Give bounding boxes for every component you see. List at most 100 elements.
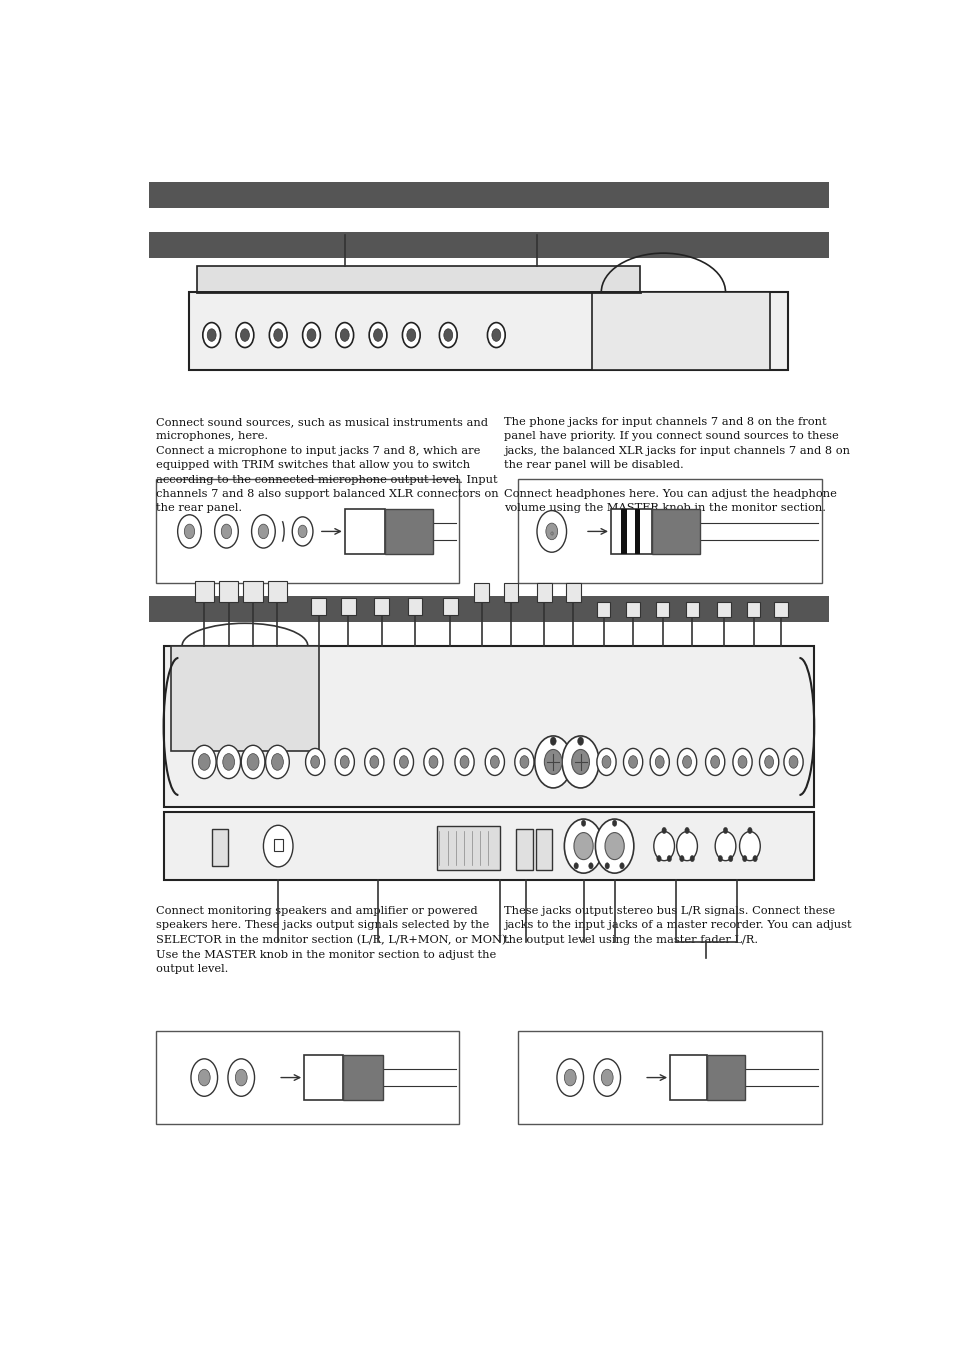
Bar bbox=[651, 508, 699, 554]
Text: The phone jacks for input channels 7 and 8 on the front
panel have priority. If : The phone jacks for input channels 7 and… bbox=[503, 417, 849, 513]
Circle shape bbox=[406, 328, 416, 342]
Circle shape bbox=[677, 748, 696, 775]
Text: Connect monitoring speakers and amplifier or powered
speakers here. These jacks : Connect monitoring speakers and amplifie… bbox=[156, 907, 510, 974]
Circle shape bbox=[370, 755, 378, 769]
Circle shape bbox=[595, 819, 633, 873]
Bar bbox=[156, 630, 821, 880]
Circle shape bbox=[247, 754, 258, 770]
Circle shape bbox=[715, 831, 735, 861]
Circle shape bbox=[455, 748, 474, 775]
Circle shape bbox=[561, 736, 598, 788]
Bar bbox=[311, 598, 326, 615]
Bar bbox=[190, 292, 787, 370]
Circle shape bbox=[557, 1059, 583, 1096]
Circle shape bbox=[571, 750, 589, 774]
Circle shape bbox=[661, 827, 665, 834]
Circle shape bbox=[298, 526, 307, 538]
Bar bbox=[535, 830, 551, 870]
Bar bbox=[149, 232, 828, 258]
Bar bbox=[503, 584, 518, 603]
Circle shape bbox=[492, 328, 500, 342]
Circle shape bbox=[402, 323, 419, 347]
Circle shape bbox=[619, 863, 623, 869]
Circle shape bbox=[515, 748, 534, 775]
Circle shape bbox=[485, 748, 504, 775]
Bar bbox=[537, 584, 551, 603]
Circle shape bbox=[269, 323, 287, 347]
Circle shape bbox=[203, 323, 220, 347]
Circle shape bbox=[732, 748, 751, 775]
Circle shape bbox=[739, 831, 760, 861]
Bar bbox=[212, 830, 228, 866]
Circle shape bbox=[263, 825, 293, 867]
Bar bbox=[374, 598, 389, 615]
Bar bbox=[436, 825, 499, 870]
Circle shape bbox=[564, 1069, 576, 1086]
Circle shape bbox=[439, 323, 456, 347]
Circle shape bbox=[728, 855, 732, 862]
Bar bbox=[717, 603, 730, 616]
Circle shape bbox=[689, 855, 694, 862]
Circle shape bbox=[272, 754, 283, 770]
Bar bbox=[685, 603, 699, 616]
Circle shape bbox=[364, 748, 383, 775]
Circle shape bbox=[788, 755, 797, 769]
Circle shape bbox=[443, 328, 453, 342]
Bar bbox=[474, 584, 488, 603]
Bar bbox=[171, 646, 318, 751]
Circle shape bbox=[305, 748, 324, 775]
Circle shape bbox=[374, 328, 382, 342]
Circle shape bbox=[747, 827, 751, 834]
Circle shape bbox=[535, 736, 571, 788]
Circle shape bbox=[335, 323, 354, 347]
Bar bbox=[344, 508, 385, 554]
Circle shape bbox=[198, 754, 210, 770]
Bar bbox=[706, 1055, 744, 1101]
Circle shape bbox=[429, 755, 437, 769]
Circle shape bbox=[274, 328, 282, 342]
Circle shape bbox=[487, 323, 505, 347]
Circle shape bbox=[399, 755, 408, 769]
Circle shape bbox=[235, 323, 253, 347]
Circle shape bbox=[490, 755, 498, 769]
Bar bbox=[518, 480, 821, 584]
Bar bbox=[442, 598, 457, 615]
Bar bbox=[274, 839, 282, 851]
Circle shape bbox=[764, 755, 773, 769]
Circle shape bbox=[193, 746, 216, 778]
Circle shape bbox=[600, 1069, 613, 1086]
Bar bbox=[341, 598, 355, 615]
Circle shape bbox=[604, 832, 623, 859]
Circle shape bbox=[340, 328, 349, 342]
Circle shape bbox=[574, 863, 578, 869]
Circle shape bbox=[537, 511, 566, 553]
Circle shape bbox=[265, 746, 289, 778]
Circle shape bbox=[198, 1069, 210, 1086]
Circle shape bbox=[240, 328, 249, 342]
Bar bbox=[149, 596, 828, 621]
Bar bbox=[656, 603, 669, 616]
Text: ϕ: ϕ bbox=[549, 531, 554, 536]
Bar bbox=[342, 1055, 383, 1101]
Circle shape bbox=[302, 323, 320, 347]
Bar bbox=[194, 581, 213, 603]
Circle shape bbox=[655, 755, 663, 769]
Circle shape bbox=[682, 755, 691, 769]
Circle shape bbox=[722, 827, 727, 834]
Circle shape bbox=[759, 748, 778, 775]
Circle shape bbox=[335, 748, 354, 775]
Circle shape bbox=[258, 524, 269, 539]
Circle shape bbox=[574, 832, 593, 859]
Bar bbox=[516, 830, 532, 870]
Bar bbox=[774, 603, 787, 616]
Bar bbox=[268, 581, 287, 603]
Circle shape bbox=[718, 855, 721, 862]
Circle shape bbox=[604, 863, 609, 869]
Circle shape bbox=[741, 855, 746, 862]
Bar bbox=[149, 182, 828, 208]
Circle shape bbox=[519, 755, 528, 769]
Circle shape bbox=[656, 855, 660, 862]
Circle shape bbox=[177, 515, 201, 549]
Circle shape bbox=[307, 328, 315, 342]
Bar bbox=[565, 584, 580, 603]
